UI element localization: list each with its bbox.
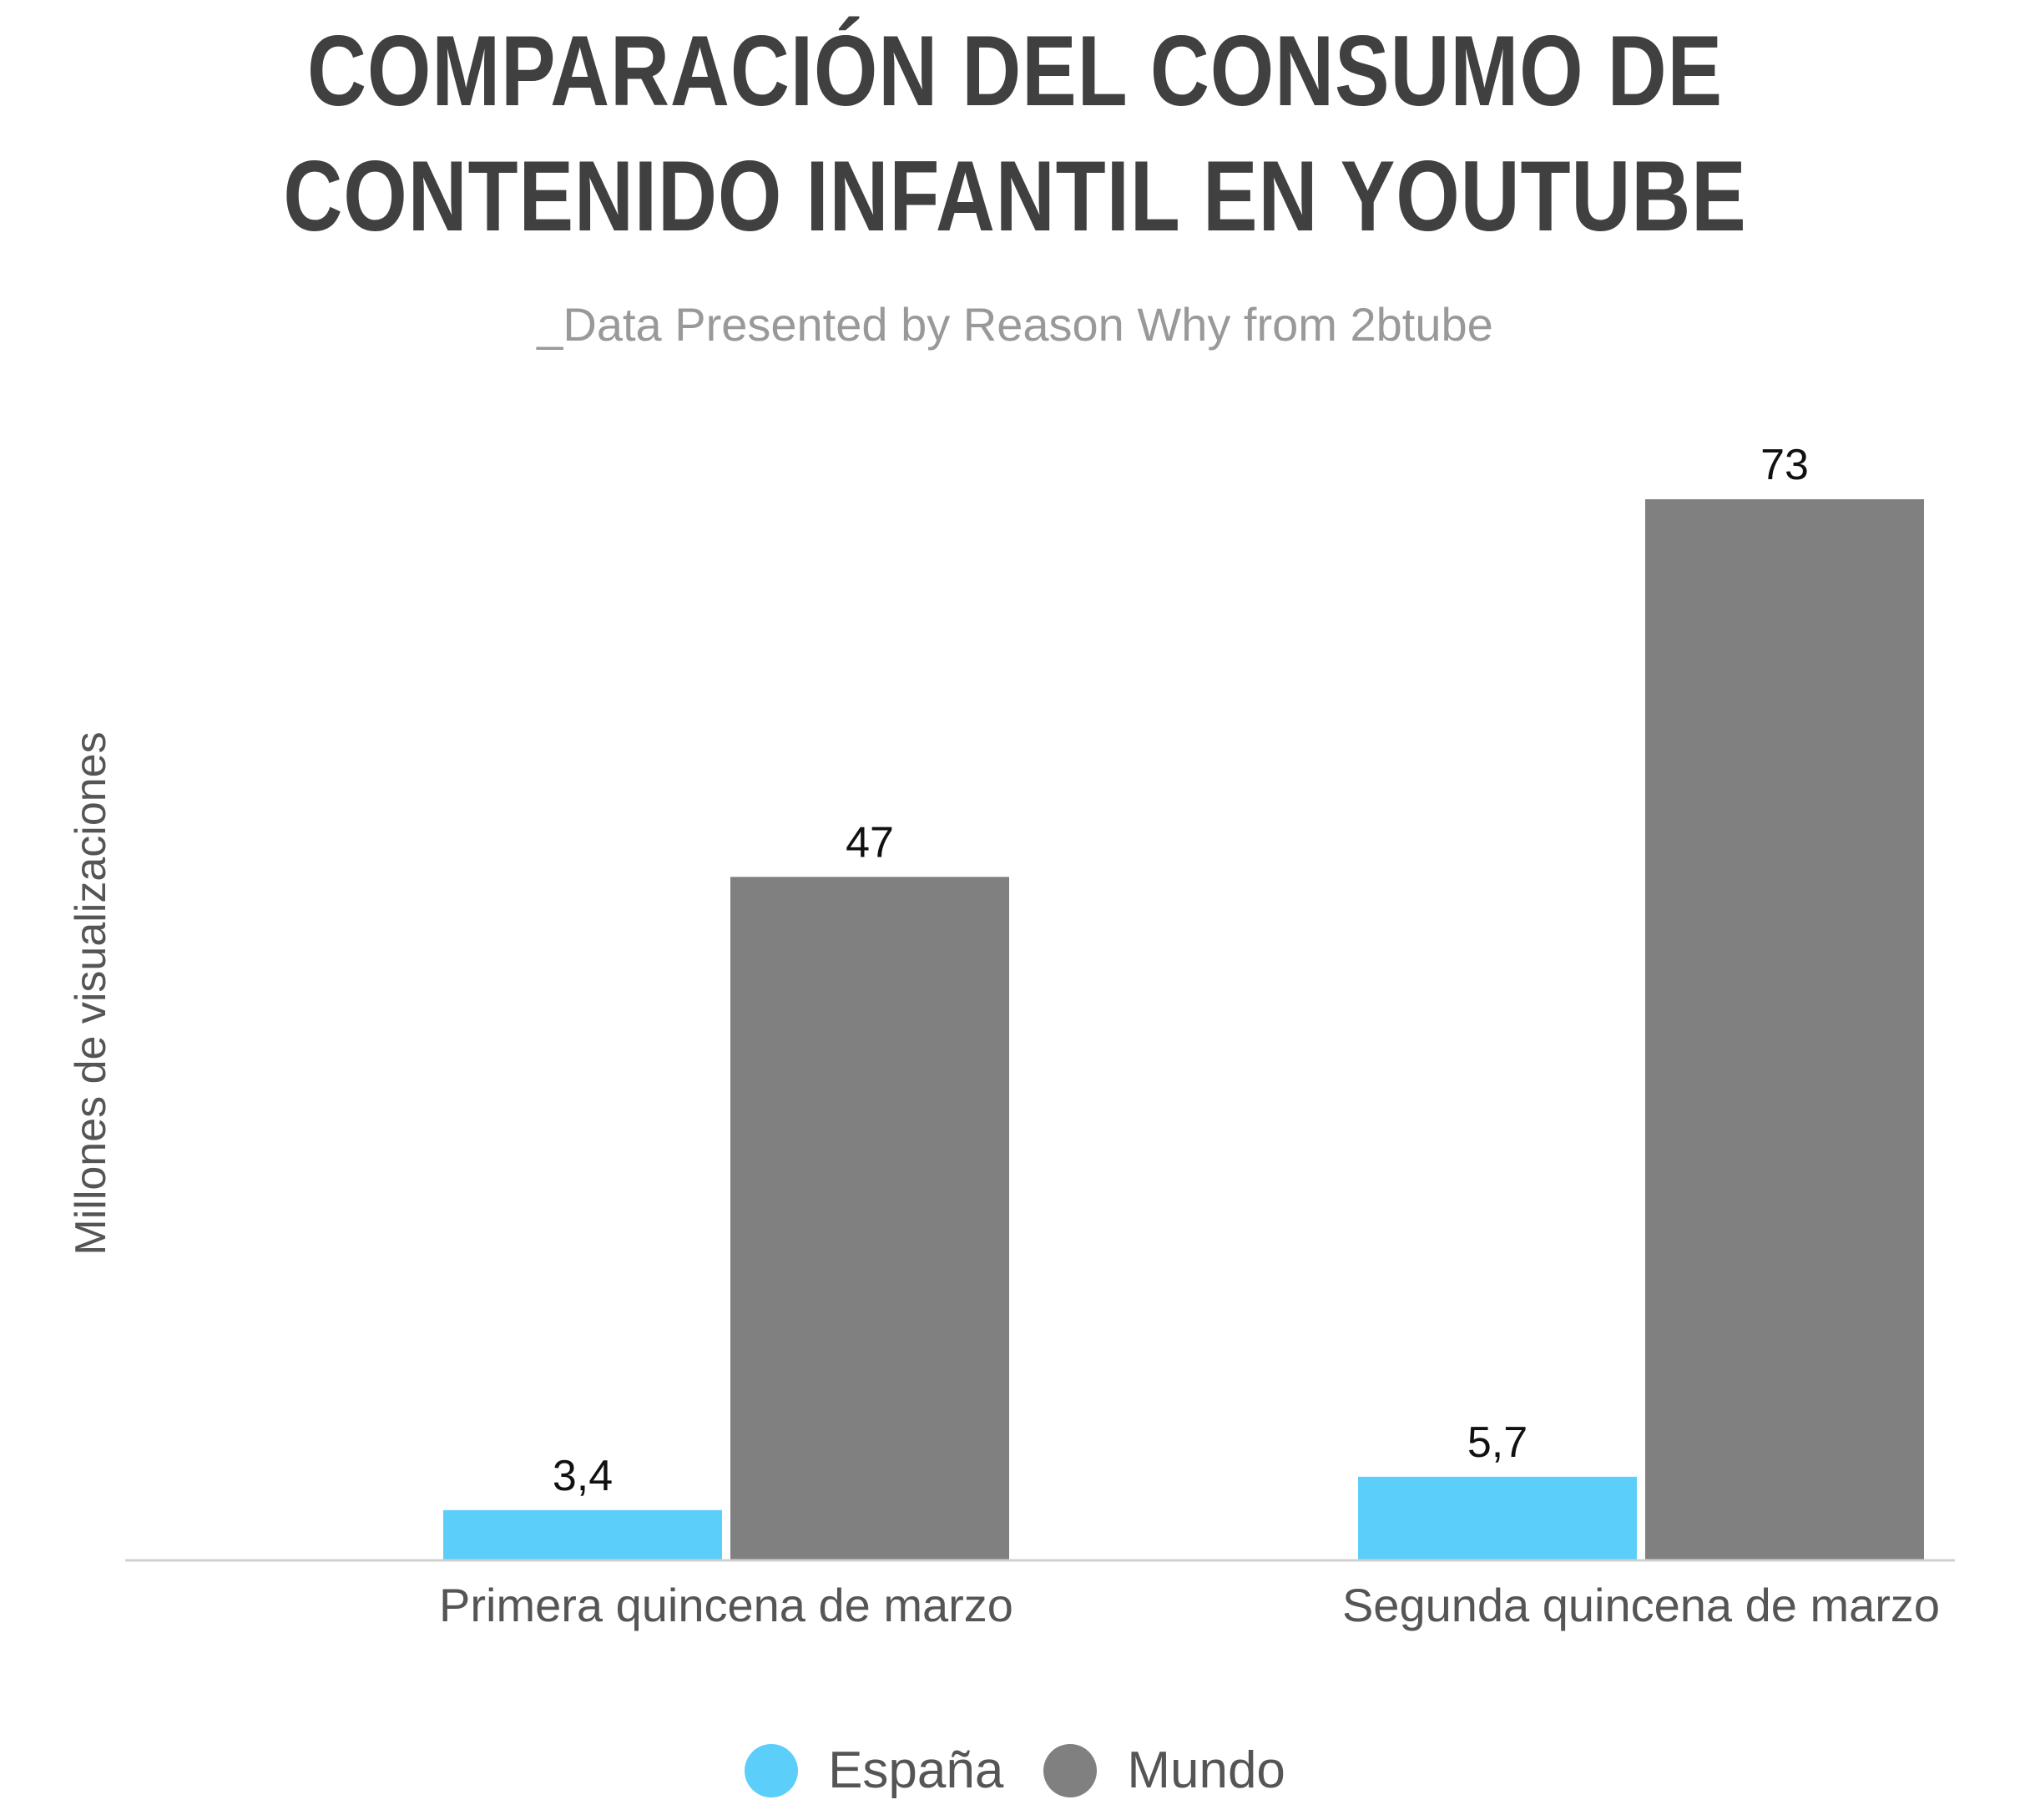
chart-subtitle: _Data Presented by Reason Why from 2btub… xyxy=(537,298,1493,351)
legend-label-espana: España xyxy=(828,1742,1004,1799)
legend: España Mundo xyxy=(0,1741,2030,1800)
legend-swatch-mundo xyxy=(1043,1743,1098,1797)
chart-title-line-2: CONTENIDO INFANTIL EN YOUTUBE xyxy=(283,140,1747,252)
data-label-mundo-1: 47 xyxy=(846,818,894,867)
bar-espana-2 xyxy=(1358,1476,1637,1560)
legend-item-espana: España xyxy=(745,1741,1003,1800)
legend-label-mundo: Mundo xyxy=(1127,1742,1285,1799)
bar-mundo-1 xyxy=(730,877,1009,1560)
legend-item-mundo: Mundo xyxy=(1043,1741,1285,1800)
legend-swatch-espana xyxy=(745,1743,799,1797)
y-axis-label: Millones de visualizaciones xyxy=(67,731,115,1255)
chart-title: COMPARACIÓN DEL CONSUMO DE CONTENIDO INF… xyxy=(183,8,1847,259)
data-label-mundo-2: 73 xyxy=(1760,441,1809,489)
bar-mundo-2 xyxy=(1645,499,1924,1560)
x-tick-label-1: Primera quincena de marzo xyxy=(439,1579,1013,1631)
chart-title-line-1: COMPARACIÓN DEL CONSUMO DE xyxy=(306,15,1723,127)
x-tick-label-2: Segunda quincena de marzo xyxy=(1342,1579,1940,1631)
data-label-espana-2: 5,7 xyxy=(1467,1418,1528,1467)
bar-espana-1 xyxy=(443,1509,722,1560)
data-label-espana-1: 3,4 xyxy=(553,1452,613,1500)
